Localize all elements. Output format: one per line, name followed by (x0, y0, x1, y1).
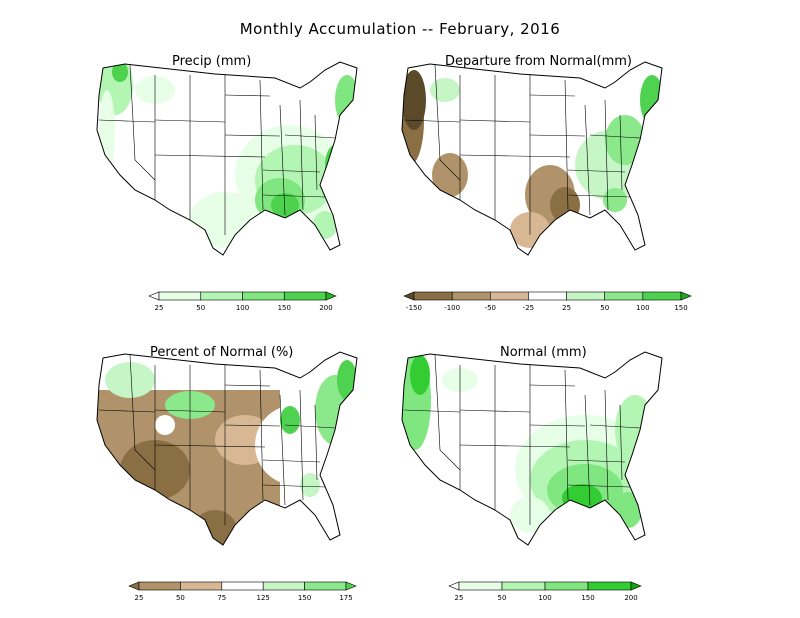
colorbar-swatch (680, 291, 692, 301)
map-departure (401, 61, 663, 256)
colorbar-swatch (544, 581, 589, 591)
colorbar-swatches (448, 581, 642, 591)
colorbar-tick-label: 150 (298, 594, 311, 602)
colorbar-swatch (604, 291, 644, 301)
colorbar-swatch (242, 291, 285, 301)
colorbar-swatch (587, 581, 632, 591)
colorbar-tick-label: 25 (135, 594, 144, 602)
colorbar-swatch (501, 581, 546, 591)
panel-title-normal: Normal (mm) (500, 345, 587, 360)
colorbar-swatch (566, 291, 606, 301)
colorbar-tick-label: 125 (257, 594, 270, 602)
colorbar-tick-label: -50 (485, 304, 496, 312)
colorbar-tick-label: 50 (498, 594, 507, 602)
colorbar-tick-label: 75 (217, 594, 226, 602)
colorbar-swatch (489, 291, 529, 301)
colorbar-swatch (325, 291, 337, 301)
colorbar-tick-label: 50 (196, 304, 205, 312)
colorbar-swatch (403, 291, 415, 301)
colorbar-swatch (448, 581, 460, 591)
colorbar-tick-label: -150 (406, 304, 422, 312)
map-precip (96, 61, 358, 256)
map-percent (96, 351, 358, 546)
colorbar-tick-label: -100 (444, 304, 460, 312)
figure-title: Monthly Accumulation -- February, 2016 (239, 20, 561, 38)
colorbar-swatch (283, 291, 327, 301)
colorbar-swatches (128, 581, 357, 591)
colorbar-percent: 25 50 75 125 150 175 (128, 581, 357, 602)
colorbar-tick-label: 150 (581, 594, 594, 602)
colorbar-swatch (200, 291, 243, 301)
colorbar-tick-label: 50 (176, 594, 185, 602)
colorbar-tick-label: 25 (562, 304, 571, 312)
colorbar-swatch (413, 291, 453, 301)
colorbar-tick-label: 25 (455, 594, 464, 602)
colorbar-tick-label: 150 (674, 304, 687, 312)
colorbar-swatch (451, 291, 491, 301)
colorbar-normal: 25 50 100 150 200 (448, 581, 642, 602)
colorbar-swatch (180, 581, 223, 591)
colorbar-swatches (148, 291, 337, 301)
colorbar-tick-label: -25 (523, 304, 534, 312)
colorbar-swatch (158, 291, 202, 301)
colorbar-tick-label: 200 (624, 594, 637, 602)
colorbar-tick-label: 25 (155, 304, 164, 312)
colorbar-swatches (403, 291, 692, 301)
panel-title-precip: Precip (mm) (172, 54, 252, 69)
colorbar-swatch (221, 581, 264, 591)
colorbar-swatch (345, 581, 357, 591)
map-normal (401, 351, 663, 546)
colorbar-tick-label: 175 (339, 594, 352, 602)
colorbar-swatch (528, 291, 567, 301)
colorbar-labels: 25 50 75 125 150 175 (135, 594, 353, 602)
colorbar-swatch (148, 291, 160, 301)
colorbar-labels: -150 -100 -50 -25 25 50 100 150 (406, 304, 688, 312)
colorbar-swatch (138, 581, 181, 591)
colorbar-swatch (630, 581, 642, 591)
colorbar-tick-label: 200 (319, 304, 332, 312)
colorbar-departure: -150 -100 -50 -25 25 50 100 150 (403, 291, 692, 312)
colorbar-tick-label: 150 (278, 304, 291, 312)
colorbar-tick-label: 100 (236, 304, 249, 312)
colorbar-swatch (642, 291, 682, 301)
colorbar-precip: 25 50 100 150 200 (148, 291, 337, 312)
colorbar-swatch (304, 581, 347, 591)
colorbar-labels: 25 50 100 150 200 (455, 594, 638, 602)
panel-title-departure: Departure from Normal(mm) (445, 54, 632, 69)
colorbar-tick-label: 100 (538, 594, 551, 602)
colorbar-tick-label: 100 (636, 304, 649, 312)
colorbar-tick-label: 50 (600, 304, 609, 312)
colorbar-labels: 25 50 100 150 200 (155, 304, 333, 312)
colorbar-swatch (128, 581, 140, 591)
colorbar-swatch (458, 581, 503, 591)
panel-title-percent: Percent of Normal (%) (150, 345, 294, 360)
colorbar-swatch (262, 581, 305, 591)
